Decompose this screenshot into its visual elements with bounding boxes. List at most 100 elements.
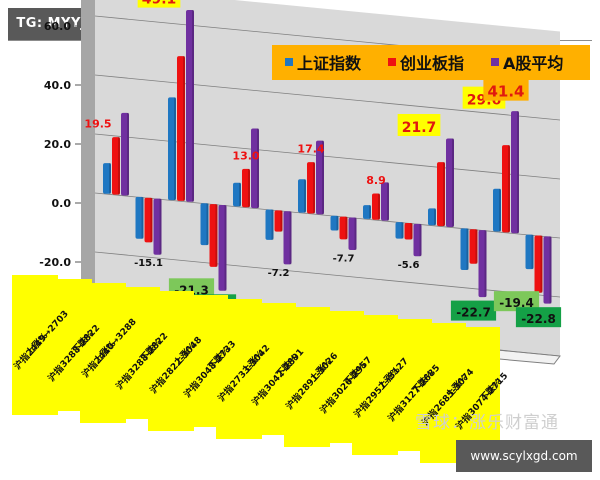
bar-shade [224, 204, 227, 291]
bar-shade [540, 235, 543, 293]
bar-shade [239, 182, 241, 207]
bar [168, 97, 176, 201]
bar-shade [508, 145, 510, 233]
legend-label: 创业板指 [399, 54, 464, 73]
data-label: 21.7 [402, 120, 437, 136]
bar-shade [141, 196, 144, 239]
bar-shade [443, 162, 445, 227]
bar [298, 179, 306, 213]
bar [543, 236, 552, 304]
legend-label: A股平均 [503, 54, 563, 73]
data-label: 49.1 [142, 0, 177, 8]
bar [437, 162, 445, 227]
bar-shade [387, 182, 389, 221]
bar-shade [410, 222, 413, 240]
data-label: 19.5 [84, 118, 111, 131]
site-url-badge: www.scylxgd.com [456, 440, 592, 472]
bar [511, 111, 519, 234]
legend-swatch [285, 58, 293, 66]
bar [274, 210, 283, 232]
bar-shade [336, 215, 339, 231]
bar [153, 198, 162, 255]
bar [135, 196, 144, 239]
bar [265, 209, 274, 240]
gridline [94, 74, 561, 121]
bar-shade [517, 111, 519, 234]
bar [460, 228, 469, 270]
bar [316, 140, 324, 215]
bar [493, 188, 501, 232]
bar-shade [206, 203, 209, 246]
bar-shade [549, 236, 552, 304]
legend-swatch [388, 58, 396, 66]
y-tick-label: -20.0 [39, 256, 71, 269]
bar [177, 56, 185, 201]
bar-shade [127, 112, 129, 196]
bar-shade [345, 216, 348, 240]
data-label: 41.4 [487, 83, 524, 101]
bar [428, 208, 436, 226]
data-label: -15.1 [134, 258, 163, 269]
data-label-box [483, 77, 529, 101]
bar-shade [531, 234, 534, 270]
bar [395, 222, 404, 239]
bar [121, 112, 129, 196]
legend-swatch [491, 58, 499, 66]
data-label: -7.2 [268, 268, 290, 279]
bar [469, 229, 478, 264]
watermark: 雪球：涨乐财富通 [415, 413, 559, 433]
bar-shade [183, 56, 185, 201]
bar [372, 193, 380, 220]
legend-label: 上证指数 [297, 54, 362, 73]
bar [413, 223, 422, 257]
bar-shade [257, 128, 259, 209]
data-label: -19.4 [499, 296, 534, 310]
category-axis: 沪指2449→2703上涨%沪指3288-2822下跌%沪指2440→3288上… [11, 275, 510, 463]
bar-shade [434, 208, 436, 226]
bar [103, 163, 111, 194]
data-label: -7.7 [333, 253, 355, 264]
data-label-box [515, 307, 562, 328]
legend-box [272, 45, 590, 80]
bar-shade [313, 162, 315, 214]
bar-shade [192, 10, 194, 202]
data-label: -5.6 [398, 260, 420, 271]
bar [534, 235, 543, 293]
bar [200, 203, 209, 246]
side-wall [81, 0, 95, 321]
category-label-bg [454, 327, 500, 459]
bar-shade [118, 137, 120, 195]
bar [283, 211, 292, 265]
bar [339, 216, 348, 240]
bar [330, 215, 339, 231]
bar-shade [354, 217, 357, 250]
bar [478, 230, 487, 298]
y-tick-label: 20.0 [44, 138, 71, 151]
bar-shade [322, 140, 324, 215]
bar [144, 197, 153, 243]
bar [307, 162, 315, 214]
bar [381, 182, 389, 221]
bar-shade [452, 138, 454, 227]
bar [363, 205, 371, 219]
data-label: 8.9 [366, 174, 386, 187]
bar-shade [174, 97, 176, 201]
data-label: -22.7 [456, 306, 491, 320]
bar-shade [419, 223, 422, 257]
bar-shade [150, 197, 153, 243]
y-tick-label: 60.0 [44, 20, 71, 33]
bar-shade [401, 222, 404, 239]
data-label-box [137, 0, 181, 8]
bar-shade [475, 229, 478, 264]
bar [251, 128, 259, 209]
y-tick-label: 40.0 [44, 79, 71, 92]
data-label: 13.0 [232, 149, 259, 162]
data-label: -22.8 [521, 312, 556, 326]
bar-shade [159, 198, 162, 255]
bar [218, 204, 227, 291]
bar-shade [289, 211, 292, 265]
bar [209, 204, 218, 267]
legend: 上证指数 创业板指 A股平均 [272, 45, 590, 80]
bar-shade [271, 209, 274, 240]
bar [348, 217, 357, 250]
